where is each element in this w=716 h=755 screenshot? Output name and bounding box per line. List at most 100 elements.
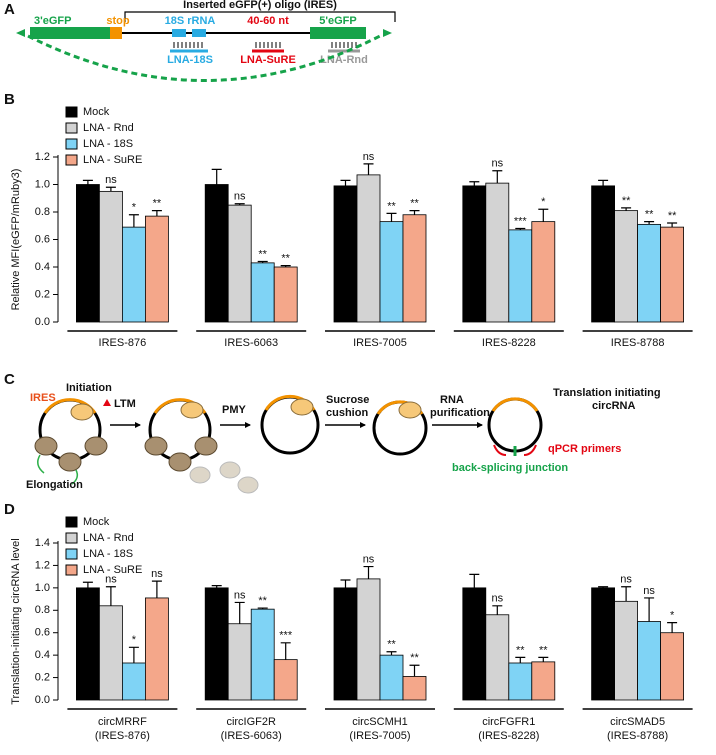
significance: ** <box>387 639 396 651</box>
rrna-site <box>172 29 186 37</box>
rrna-site <box>192 29 206 37</box>
label: Initiation <box>66 382 112 394</box>
y-tick-label: 0.4 <box>35 649 50 661</box>
legend-swatch <box>65 154 78 166</box>
label: 5'eGFP <box>319 15 356 27</box>
x-tick-sublabel: (IRES-876) <box>95 730 150 742</box>
error-bar <box>211 168 222 185</box>
x-tick-label: IRES-7005 <box>353 337 407 349</box>
significance: ** <box>410 652 419 664</box>
label: Translation initiating <box>553 387 661 399</box>
primer <box>493 444 507 456</box>
x-tick-sublabel: (IRES-8228) <box>478 730 539 742</box>
bar <box>462 587 487 701</box>
significance: ns <box>643 585 655 597</box>
bar <box>227 204 252 323</box>
error-bar <box>538 208 549 222</box>
significance: ** <box>622 195 631 207</box>
significance: ** <box>281 253 290 265</box>
bar <box>485 182 510 323</box>
arrow <box>16 29 25 37</box>
x-tick-label: circSCMH1 <box>352 716 408 728</box>
error-bar <box>621 207 632 211</box>
significance: ns <box>234 191 246 203</box>
ribosome <box>219 461 241 479</box>
legend-label: LNA - Rnd <box>83 532 134 544</box>
x-tick-sublabel: (IRES-6063) <box>221 730 282 742</box>
ribosome <box>168 452 192 472</box>
legend-label: LNA - 18S <box>83 138 133 150</box>
legend-label: Mock <box>83 106 110 118</box>
significance: ns <box>620 574 632 586</box>
y-tick-label: 0.8 <box>35 604 50 616</box>
ribosome <box>144 436 168 456</box>
bar <box>660 226 684 323</box>
y-tick-label: 1.4 <box>35 537 50 549</box>
error-bar <box>105 586 116 606</box>
legend-swatch <box>65 516 78 528</box>
legend-swatch <box>65 122 78 134</box>
x-tick-sublabel: (IRES-8788) <box>607 730 668 742</box>
bar <box>99 605 123 701</box>
significance: ns <box>363 151 375 163</box>
error-bar <box>234 203 245 206</box>
legend-swatch <box>65 548 78 560</box>
bar <box>76 184 100 323</box>
significance: ns <box>105 174 117 186</box>
y-axis-label: Relative MFI(eGFP/mRuby3) <box>10 169 22 311</box>
panel-letter: A <box>4 1 15 18</box>
significance: * <box>541 196 546 208</box>
y-tick-label: 0.0 <box>35 694 50 706</box>
x-tick-label: IRES-8228 <box>482 337 536 349</box>
label: PMY <box>222 404 247 416</box>
label: back-splicing junction <box>452 462 568 474</box>
egfp-block <box>310 27 366 39</box>
significance: ns <box>363 553 375 565</box>
error-bar <box>82 581 93 588</box>
error-bar <box>128 646 139 663</box>
label: stop <box>106 15 130 27</box>
y-tick-label: 0.2 <box>35 288 50 300</box>
error-bar <box>151 580 162 598</box>
error-bar <box>386 212 397 222</box>
significance: ** <box>410 198 419 210</box>
significance: ** <box>153 198 162 210</box>
ribosome <box>237 476 259 494</box>
y-tick-label: 1.2 <box>35 151 50 163</box>
arrow <box>135 422 141 428</box>
legend-label: LNA - 18S <box>83 548 133 560</box>
x-tick-label: IRES-8788 <box>611 337 665 349</box>
bar <box>402 676 427 701</box>
bar <box>485 614 510 701</box>
bar <box>144 215 169 323</box>
error-bar <box>492 170 503 184</box>
x-tick-label: circSMAD5 <box>610 716 665 728</box>
y-tick-label: 0.2 <box>35 671 50 683</box>
label: cushion <box>326 407 368 419</box>
bar <box>250 262 275 323</box>
error-bar <box>469 181 480 186</box>
error-bar <box>280 265 291 267</box>
significance: *** <box>279 630 293 642</box>
error-bar <box>621 586 632 602</box>
bar <box>508 229 533 323</box>
error-bar <box>598 179 609 186</box>
bracket <box>124 11 396 22</box>
bar <box>204 587 229 701</box>
label: Elongation <box>26 479 83 491</box>
y-tick-label: 0.0 <box>35 316 50 328</box>
label: LTM <box>114 398 136 410</box>
bar <box>76 587 100 701</box>
label: qPCR primers <box>548 443 621 455</box>
y-tick-label: 1.0 <box>35 582 50 594</box>
bar <box>122 662 146 701</box>
error-bar <box>211 585 222 588</box>
bar <box>379 654 404 701</box>
label: 40-60 nt <box>247 15 289 27</box>
significance: *** <box>514 215 528 227</box>
error-bar <box>257 607 268 610</box>
bar <box>508 662 533 701</box>
arrow <box>245 422 251 428</box>
legend-label: Mock <box>83 516 110 528</box>
bar <box>204 184 229 323</box>
